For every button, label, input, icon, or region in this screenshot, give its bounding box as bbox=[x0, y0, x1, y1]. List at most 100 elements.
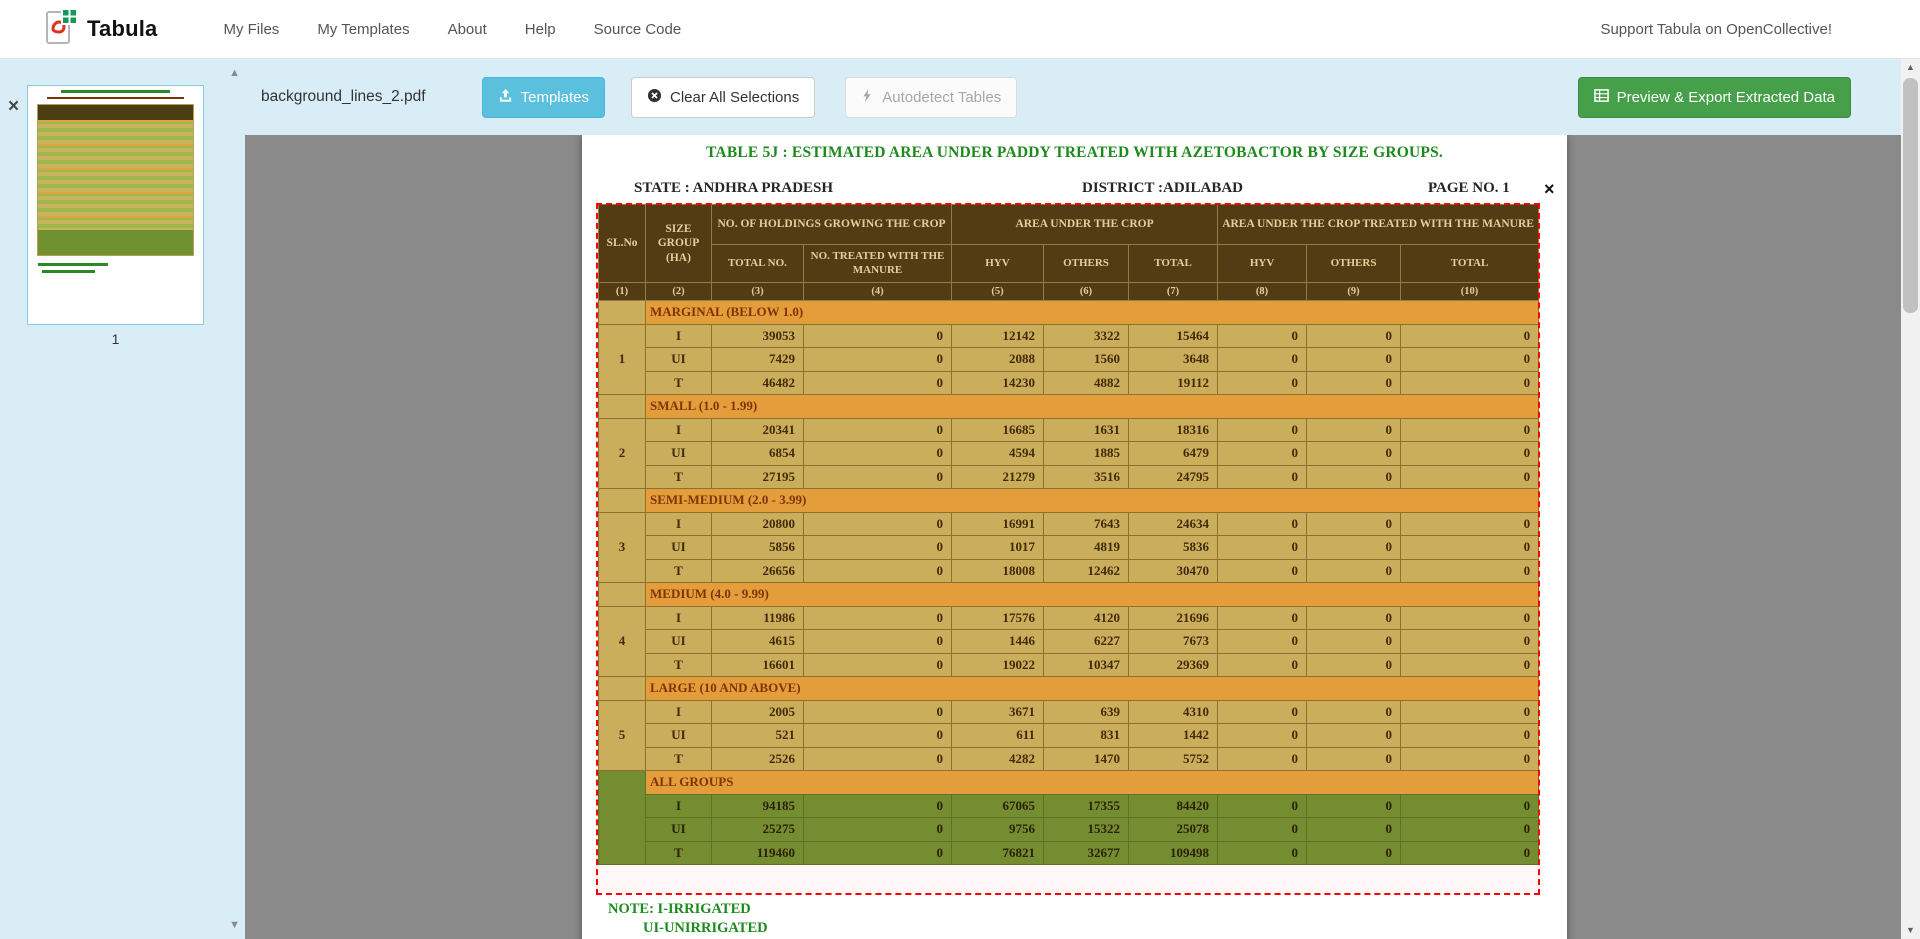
value-cell: 14230 bbox=[951, 370, 1045, 395]
thumbnail-subtitle-line bbox=[47, 97, 184, 99]
tabula-logo-link[interactable]: Tabula bbox=[44, 7, 157, 51]
value-cell: 0 bbox=[1400, 817, 1540, 842]
group-label: SMALL (1.0 - 1.99) bbox=[644, 394, 1540, 419]
value-cell: 1885 bbox=[1043, 441, 1130, 466]
nav-item-source-code[interactable]: Source Code bbox=[593, 20, 682, 38]
value-cell: 7673 bbox=[1128, 629, 1219, 654]
group-label: LARGE (10 AND ABOVE) bbox=[644, 676, 1540, 701]
nav-item-my-templates[interactable]: My Templates bbox=[317, 20, 410, 38]
value-cell: 6479 bbox=[1128, 441, 1219, 466]
pdf-page[interactable]: TABLE 5J : ESTIMATED AREA UNDER PADDY TR… bbox=[582, 135, 1567, 939]
col-num: (2) bbox=[645, 282, 712, 301]
value-cell: 0 bbox=[1400, 441, 1540, 466]
table-row: T 26656 0 18008 12462 30470 0 0 0 bbox=[599, 558, 1540, 583]
nav-item-about[interactable]: About bbox=[447, 20, 487, 38]
value-cell: 0 bbox=[802, 746, 953, 771]
value-cell: 611 bbox=[951, 723, 1045, 748]
table-row: 5 I 2005 0 3671 639 4310 0 0 0 bbox=[598, 699, 1540, 771]
sub-header-total: TOTAL bbox=[1128, 244, 1219, 283]
sidebar-scroll-up-icon[interactable]: ▲ bbox=[229, 67, 240, 79]
value-cell: 0 bbox=[1217, 558, 1308, 583]
sidebar-scroll-down-icon[interactable]: ▼ bbox=[229, 919, 240, 931]
remove-page-icon[interactable]: × bbox=[8, 96, 20, 117]
value-cell: 4310 bbox=[1128, 699, 1219, 724]
pdf-meta-row: STATE : ANDHRA PRADESH DISTRICT :ADILABA… bbox=[582, 180, 1567, 200]
pdf-data-table: SL.No SIZE GROUP (HA) NO. OF HOLDINGS GR… bbox=[598, 204, 1540, 865]
scrollbar-thumb[interactable] bbox=[1903, 78, 1918, 313]
value-cell: 0 bbox=[1217, 793, 1308, 818]
group-label: MARGINAL (BELOW 1.0) bbox=[644, 300, 1540, 325]
value-cell: 0 bbox=[1400, 323, 1540, 348]
value-cell: 19022 bbox=[951, 652, 1045, 677]
autodetect-button-label: Autodetect Tables bbox=[882, 88, 1002, 106]
nav-item-help[interactable]: Help bbox=[524, 20, 556, 38]
thumbnail-note-line bbox=[42, 270, 95, 273]
pdf-viewer-area: TABLE 5J : ESTIMATED AREA UNDER PADDY TR… bbox=[245, 135, 1901, 939]
value-cell: 639 bbox=[1043, 699, 1130, 724]
value-cell: 1442 bbox=[1128, 723, 1219, 748]
row-type-cell: I bbox=[645, 793, 712, 818]
scrollbar-up-icon[interactable]: ▲ bbox=[1906, 62, 1915, 72]
thumbnail-table bbox=[37, 104, 194, 256]
value-cell: 0 bbox=[1306, 441, 1402, 466]
support-link[interactable]: Support Tabula on OpenCollective! bbox=[1600, 20, 1832, 38]
sl-cell bbox=[598, 300, 646, 325]
value-cell: 0 bbox=[1217, 840, 1308, 865]
nav-item-my-files[interactable]: My Files bbox=[223, 20, 280, 38]
vertical-scrollbar[interactable]: ▲ ▼ bbox=[1901, 59, 1920, 939]
value-cell: 18008 bbox=[951, 558, 1045, 583]
value-cell: 3516 bbox=[1043, 464, 1130, 489]
scrollbar-down-icon[interactable]: ▼ bbox=[1906, 925, 1915, 935]
value-cell: 20341 bbox=[711, 417, 804, 442]
value-cell: 0 bbox=[1306, 817, 1402, 842]
value-cell: 119460 bbox=[711, 840, 804, 865]
col-header-holdings: NO. OF HOLDINGS GROWING THE CROP bbox=[710, 204, 953, 245]
value-cell: 0 bbox=[802, 840, 953, 865]
value-cell: 0 bbox=[1400, 652, 1540, 677]
value-cell: 0 bbox=[1306, 605, 1402, 630]
group-header-row: MEDIUM (4.0 - 9.99) bbox=[598, 582, 1540, 607]
value-cell: 0 bbox=[1306, 793, 1402, 818]
value-cell: 831 bbox=[1043, 723, 1130, 748]
value-cell: 0 bbox=[802, 511, 953, 536]
value-cell: 0 bbox=[1217, 723, 1308, 748]
value-cell: 0 bbox=[1217, 464, 1308, 489]
value-cell: 24795 bbox=[1128, 464, 1219, 489]
group-label: ALL GROUPS bbox=[644, 770, 1540, 795]
table-row: UI 5856 0 1017 4819 5836 0 0 0 bbox=[599, 535, 1540, 560]
note-unirrigated: UI-UNIRRIGATED bbox=[643, 920, 768, 936]
value-cell: 521 bbox=[711, 723, 804, 748]
value-cell: 3671 bbox=[951, 699, 1045, 724]
templates-button[interactable]: Templates bbox=[481, 76, 605, 118]
clear-all-selections-button[interactable]: Clear All Selections bbox=[630, 76, 816, 118]
value-cell: 0 bbox=[1217, 629, 1308, 654]
value-cell: 0 bbox=[802, 417, 953, 442]
sub-header-hyv: HYV bbox=[951, 244, 1045, 283]
value-cell: 6854 bbox=[711, 441, 804, 466]
value-cell: 0 bbox=[1306, 746, 1402, 771]
col-num: (4) bbox=[802, 282, 953, 301]
value-cell: 0 bbox=[802, 558, 953, 583]
tabula-logo-icon bbox=[44, 7, 78, 51]
group-header-row: SMALL (1.0 - 1.99) bbox=[598, 394, 1540, 419]
value-cell: 32677 bbox=[1043, 840, 1130, 865]
col-header-size-group: SIZE GROUP (HA) bbox=[645, 204, 712, 283]
export-button-label: Preview & Export Extracted Data bbox=[1616, 88, 1835, 106]
page-thumbnail[interactable] bbox=[27, 85, 204, 325]
value-cell: 0 bbox=[1217, 746, 1308, 771]
col-num: (8) bbox=[1217, 282, 1308, 301]
value-cell: 0 bbox=[1217, 323, 1308, 348]
selection-close-icon[interactable]: × bbox=[1544, 179, 1555, 199]
group-header-row: MARGINAL (BELOW 1.0) bbox=[598, 300, 1540, 325]
row-type-cell: UI bbox=[645, 347, 712, 372]
value-cell: 16991 bbox=[951, 511, 1045, 536]
table-row: UI 4615 0 1446 6227 7673 0 0 0 bbox=[599, 629, 1540, 654]
autodetect-tables-button[interactable]: Autodetect Tables bbox=[845, 76, 1018, 118]
value-cell: 0 bbox=[1217, 417, 1308, 442]
value-cell: 0 bbox=[1400, 558, 1540, 583]
value-cell: 18316 bbox=[1128, 417, 1219, 442]
group-header-row: ALL GROUPS bbox=[598, 770, 1540, 865]
preview-export-button[interactable]: Preview & Export Extracted Data bbox=[1577, 76, 1851, 118]
value-cell: 0 bbox=[1217, 441, 1308, 466]
row-type-cell: T bbox=[645, 370, 712, 395]
